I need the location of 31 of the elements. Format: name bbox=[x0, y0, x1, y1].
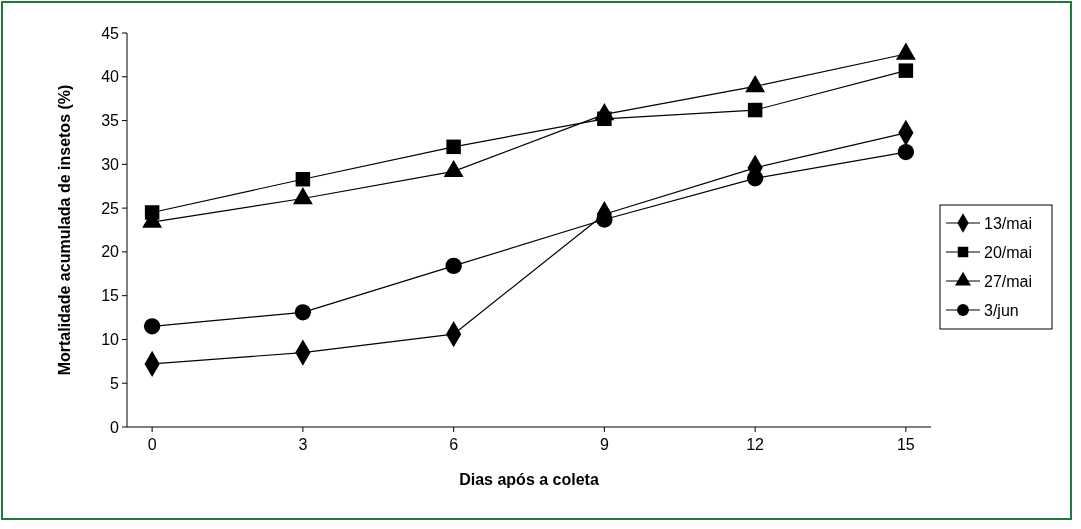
point bbox=[445, 257, 462, 275]
x-axis-title: Dias após a coleta bbox=[459, 471, 599, 488]
legend-label: 3/jun bbox=[984, 301, 1019, 319]
legend-label: 20/mai bbox=[984, 243, 1033, 261]
y-tick-label: 40 bbox=[101, 68, 120, 86]
y-tick-label: 20 bbox=[101, 243, 120, 261]
y-tick-label: 45 bbox=[101, 24, 120, 42]
y-tick-label: 35 bbox=[101, 112, 120, 130]
x-tick-label: 3 bbox=[298, 436, 308, 453]
legend-label: 13/mai bbox=[984, 214, 1033, 232]
x-tick-label: 15 bbox=[896, 436, 915, 453]
y-tick-label: 25 bbox=[101, 199, 120, 217]
x-tick-label: 6 bbox=[449, 436, 459, 453]
point bbox=[747, 102, 763, 118]
y-axis-title: Mortalidade acumulada de insetos (%) bbox=[56, 84, 73, 376]
x-tick-label: 12 bbox=[746, 436, 765, 453]
y-tick-label: 30 bbox=[101, 155, 120, 173]
y-tick-label: 0 bbox=[110, 418, 120, 436]
point bbox=[143, 318, 161, 335]
point bbox=[446, 139, 461, 155]
point bbox=[294, 304, 312, 321]
y-tick-label: 5 bbox=[110, 374, 120, 392]
point bbox=[898, 63, 914, 78]
y-tick-label: 15 bbox=[101, 287, 120, 305]
x-tick-label: 0 bbox=[147, 436, 157, 453]
point bbox=[144, 205, 160, 220]
legend-label: 27/mai bbox=[984, 272, 1033, 290]
point bbox=[295, 171, 311, 187]
x-tick-label: 9 bbox=[599, 436, 609, 453]
y-tick-label: 10 bbox=[101, 331, 120, 349]
point bbox=[897, 143, 915, 161]
